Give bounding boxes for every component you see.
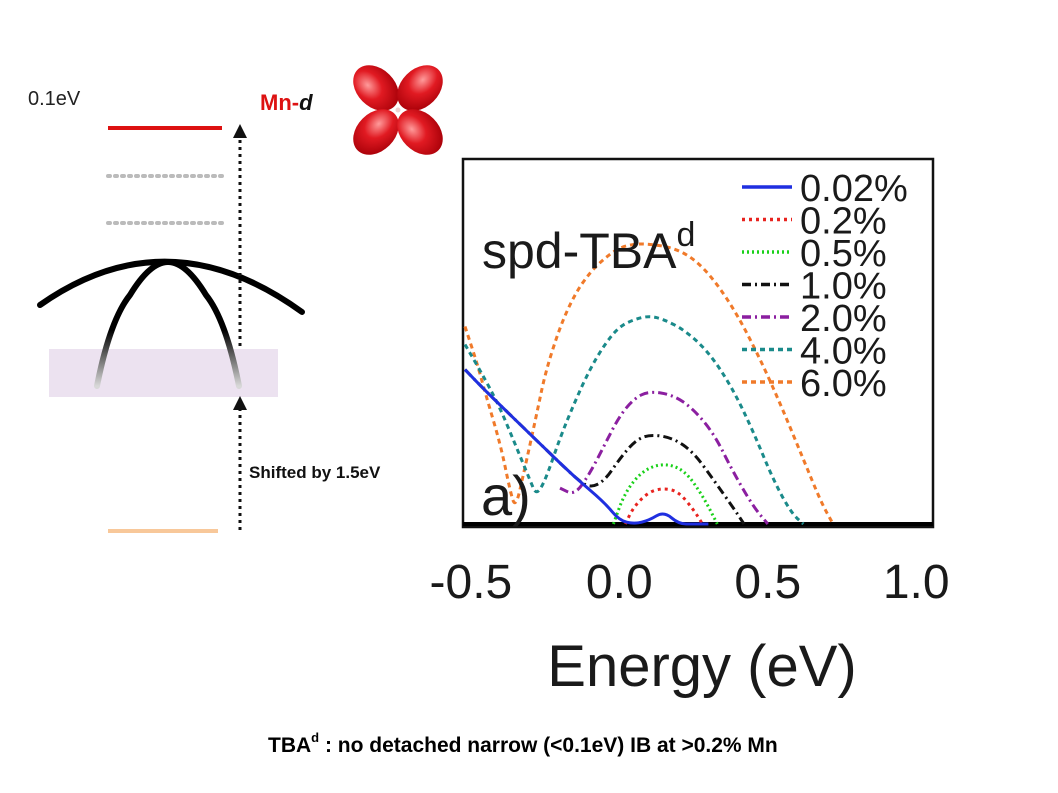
series-line-0: [463, 368, 709, 526]
chart-title: spd-TBAd: [482, 216, 695, 279]
legend-label-5: 4.0%: [800, 331, 887, 373]
x-axis-label: Energy (eV): [547, 634, 856, 699]
orbital-lobe: [353, 109, 399, 155]
orbital-nucleus: [395, 107, 401, 113]
narrow-band-left: [94, 259, 171, 389]
x-tick-label-1: 0.0: [586, 556, 653, 609]
orbital-lobe: [397, 109, 443, 155]
legend-label-0: 0.02%: [800, 168, 908, 210]
plot-frame: [461, 157, 935, 529]
chart-title-superscript: d: [677, 216, 696, 254]
legend-label-1: 0.2%: [800, 201, 887, 243]
broad-band-curve: [37, 258, 305, 315]
narrow-band-right: [165, 259, 242, 389]
shaded-energy-region: [49, 349, 278, 397]
dos-chart: 0.02%0.2%0.5%1.0%2.0%4.0%6.0% spd-TBAd a…: [430, 157, 950, 699]
orbital-lobe: [353, 65, 399, 111]
mn-d-label: Mn-d: [260, 90, 313, 116]
x-tick-labels: -0.5 0.0 0.5 1.0: [430, 556, 950, 609]
caption-main: TBA: [268, 734, 312, 757]
caption: TBAd : no detached narrow (<0.1eV) IB at…: [268, 730, 778, 758]
band-schematic: [37, 124, 305, 533]
panel-label: a): [481, 464, 531, 527]
d-orbital-icon: [353, 65, 443, 155]
mn-d-label-prefix: Mn-: [260, 90, 300, 115]
legend: 0.02%0.2%0.5%1.0%2.0%4.0%6.0%: [742, 168, 908, 405]
series-line-5: [463, 315, 805, 526]
legend-label-4: 2.0%: [800, 298, 887, 340]
mn-d-label-suffix: d: [299, 90, 313, 115]
x-tick-label-2: 0.5: [734, 556, 801, 609]
series-line-6: [463, 242, 835, 525]
arrowhead-up-upper-icon: [233, 124, 247, 138]
orbital-lobe: [397, 65, 443, 111]
shift-label: Shifted by 1.5eV: [249, 463, 381, 482]
legend-label-2: 0.5%: [800, 233, 887, 275]
energy-gap-label: 0.1eV: [28, 88, 81, 110]
legend-label-3: 1.0%: [800, 266, 887, 308]
series-lines: [463, 242, 835, 526]
x-tick-label-3: 1.0: [883, 556, 950, 609]
legend-label-6: 6.0%: [800, 363, 887, 405]
arrowhead-up-lower-icon: [233, 396, 247, 410]
caption-rest: : no detached narrow (<0.1eV) IB at >0.2…: [319, 734, 778, 757]
caption-superscript: d: [311, 730, 320, 745]
x-tick-label-0: -0.5: [430, 556, 513, 609]
